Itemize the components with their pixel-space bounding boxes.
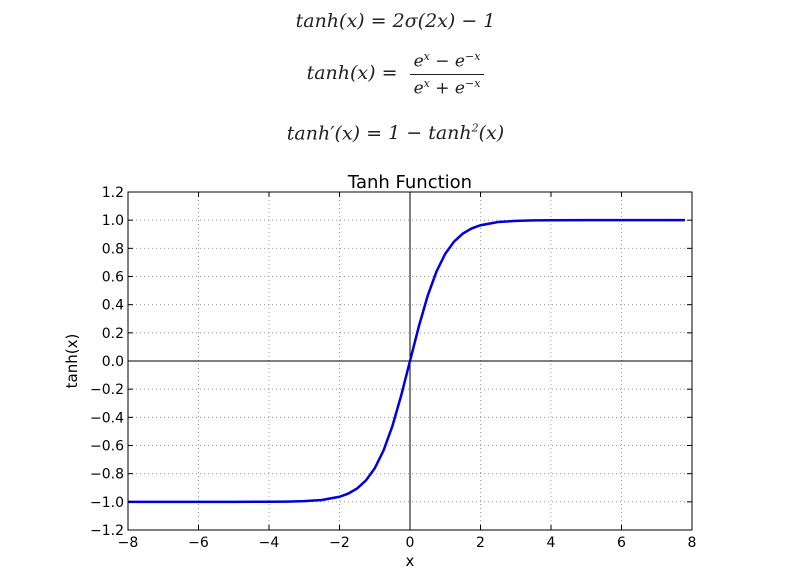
- formula-1-rhs: 2σ(2x) − 1: [392, 10, 496, 32]
- y-tick-label: −1.2: [90, 523, 124, 539]
- y-tick-label: 1.2: [102, 185, 124, 201]
- x-tick-label: 0: [406, 535, 415, 551]
- tick-layer: −8 −6 −4 −2 0 2 4 6 8 −1.2 −1.0 −0.8 −0.6 −0.4 −0.2 0.0…: [90, 185, 696, 551]
- y-tick-label: 0.8: [102, 241, 124, 257]
- y-tick-label: 1.0: [102, 213, 124, 229]
- x-tick-label: −4: [259, 535, 280, 551]
- formula-tanh-exponential: tanh(x) = ex − e−x ex + e−x: [0, 50, 791, 98]
- x-tick-label: 6: [617, 535, 626, 551]
- y-tick-label: 0.2: [102, 326, 124, 342]
- formula-1-lhs: tanh(x): [295, 10, 365, 32]
- y-axis-label: tanh(x): [63, 334, 81, 389]
- y-tick-label: −0.6: [90, 439, 124, 455]
- formula-tanh-derivative: tanh′(x) = 1 − tanh2(x): [286, 122, 505, 145]
- chart-title: Tanh Function: [347, 172, 472, 193]
- formula-2-fraction: ex − e−x ex + e−x: [409, 50, 485, 99]
- formula-tanh-sigmoid: tanh(x) = 2σ(2x) − 1: [295, 10, 496, 32]
- x-tick-label: −6: [188, 535, 209, 551]
- x-tick-label: −8: [118, 535, 139, 551]
- x-tick-label: 8: [688, 535, 697, 551]
- y-tick-label: 0.6: [102, 270, 124, 286]
- tanh-curve: [128, 218, 685, 504]
- formula-2-numerator: ex − e−x: [409, 50, 485, 75]
- formula-3-lhs: tanh′(x): [286, 122, 361, 145]
- x-tick-label: 2: [476, 535, 485, 551]
- x-axis-label: x: [406, 552, 415, 570]
- y-tick-label: −1.0: [90, 495, 124, 511]
- y-tick-label: −0.4: [90, 410, 124, 426]
- y-tick-label: 0.4: [102, 298, 124, 314]
- formula-2-denominator: ex + e−x: [413, 76, 481, 99]
- y-tick-label: −0.2: [90, 382, 124, 398]
- x-tick-label: −2: [329, 535, 350, 551]
- y-tick-label: −0.8: [90, 467, 124, 483]
- x-tick-label: 4: [547, 535, 556, 551]
- formula-2-lhs: tanh(x): [306, 62, 376, 85]
- y-tick-label: 0.0: [102, 354, 124, 370]
- formula-3-rhs: 1 − tanh2(x): [388, 122, 505, 145]
